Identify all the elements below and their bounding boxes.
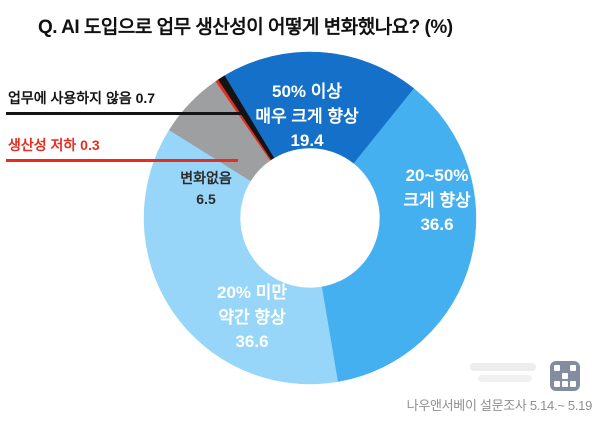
pie-slice-5 bbox=[217, 75, 275, 160]
callout-productivity-decreased: 생산성 저하 0.3 bbox=[6, 133, 238, 162]
watermark-text-blur bbox=[478, 375, 532, 382]
callout-not-used: 업무에 사용하지 않음 0.7 bbox=[6, 86, 246, 115]
pie-slice-0 bbox=[224, 51, 415, 164]
pie-slice-2 bbox=[143, 129, 338, 385]
chart-title: Q. AI 도입으로 업무 생산성이 어떻게 변화했나요? (%) bbox=[38, 17, 453, 38]
watermark bbox=[470, 361, 580, 395]
watermark-logo-icon bbox=[550, 361, 580, 391]
survey-source-text: 나우앤서베이 설문조사 5.14.~ 5.19 bbox=[406, 398, 593, 413]
watermark-text-blur bbox=[470, 363, 536, 371]
pie-slice-1 bbox=[321, 88, 477, 382]
